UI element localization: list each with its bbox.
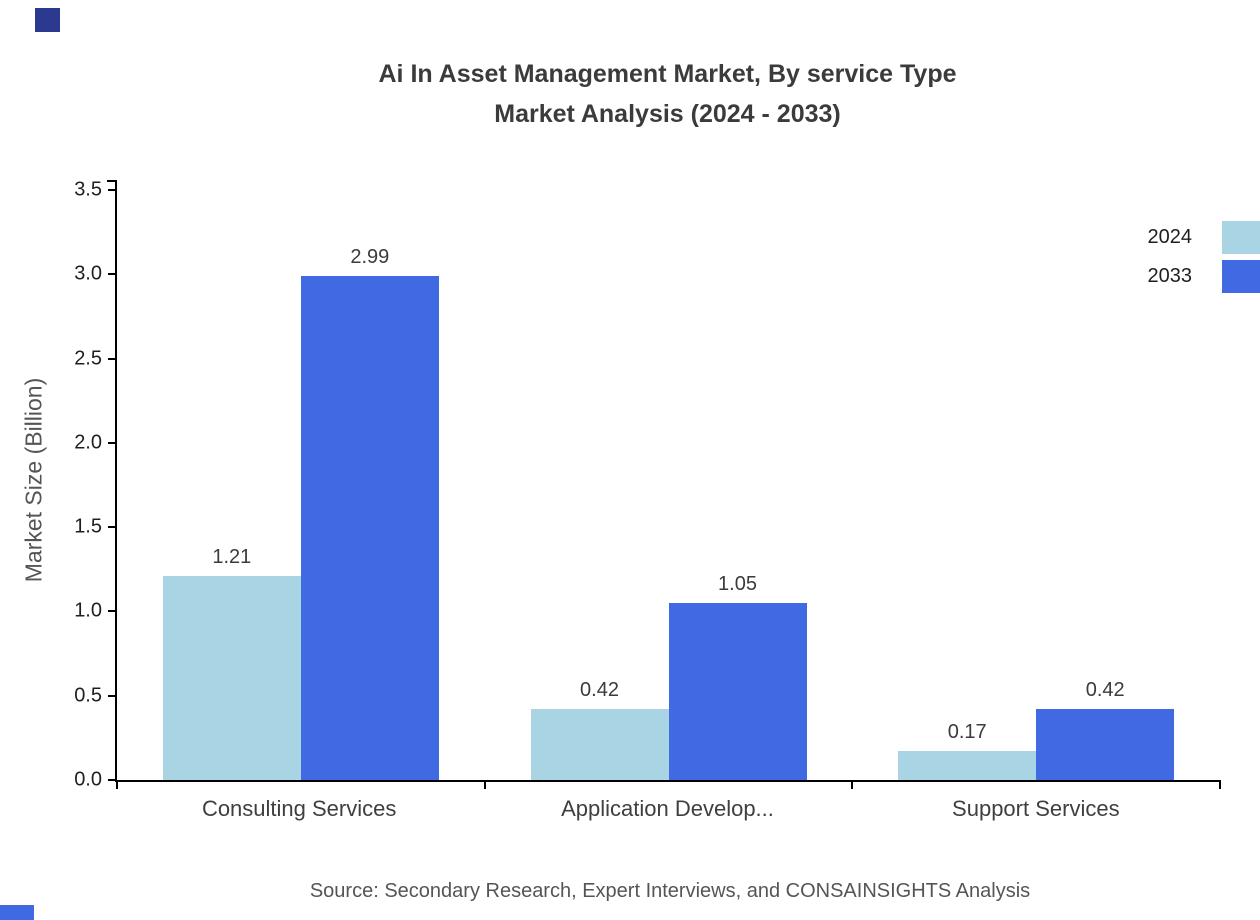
y-tick-label: 1.5 xyxy=(74,515,102,538)
bar-2033: 1.05 xyxy=(668,573,807,780)
legend-row: 2024 xyxy=(1148,221,1260,254)
bar-2033: 2.99 xyxy=(300,246,439,780)
y-tick-label: 0.0 xyxy=(74,768,102,791)
x-tick-mark xyxy=(483,780,486,789)
y-tick-label: 3.0 xyxy=(74,262,102,285)
bar-2024: 0.42 xyxy=(530,679,669,780)
bar-group: 1.21 2.99 xyxy=(117,190,485,780)
y-tick-mark xyxy=(108,441,117,444)
category-axis: Consulting Services Application Develop..… xyxy=(115,796,1220,822)
brand-mark-top xyxy=(35,8,60,32)
bar-value-label: 0.17 xyxy=(947,721,987,744)
y-tick-label: 1.0 xyxy=(74,599,102,622)
y-tick-mark xyxy=(108,189,117,191)
legend-row: 2033 xyxy=(1148,260,1260,293)
bar-group: 0.42 1.05 xyxy=(485,190,853,780)
y-tick-label: 3.5 xyxy=(74,178,102,201)
legend-swatch xyxy=(1222,260,1260,293)
bar-2024: 1.21 xyxy=(162,546,301,780)
plot-area: 0.0 0.5 1.0 1.5 2.0 2.5 3.0 3.5 1.21 2.99 0.42 1.05… xyxy=(74,179,1221,791)
y-tick-label: 2.5 xyxy=(74,347,102,370)
bar-value-label: 1.05 xyxy=(718,573,757,595)
category-label: Consulting Services xyxy=(201,796,397,821)
legend-label: 2033 xyxy=(1147,265,1193,287)
y-tick-mark xyxy=(108,779,117,781)
y-axis-label: Market Size (Billion) xyxy=(20,377,47,583)
bar-value-label: 0.42 xyxy=(580,679,619,702)
bar-group: 0.17 0.42 xyxy=(852,190,1220,780)
category-label: Application Develop... xyxy=(561,796,774,821)
bar-2024: 0.17 xyxy=(898,721,1037,780)
bar-value-label: 2.99 xyxy=(350,245,390,268)
legend-swatch xyxy=(1222,221,1260,254)
y-tick-label: 0.5 xyxy=(74,684,102,707)
y-tick-mark xyxy=(108,526,117,529)
legend-label: 2024 xyxy=(1147,226,1193,248)
chart-title-line1: Ai In Asset Management Market, By servic… xyxy=(378,60,957,88)
category-label: Support Services xyxy=(952,796,1120,821)
bar-2033: 0.42 xyxy=(1036,679,1175,780)
x-tick-mark xyxy=(851,780,854,789)
bar-value-label: 1.21 xyxy=(212,546,252,569)
y-tick-mark xyxy=(108,357,117,360)
source-note: Source: Secondary Research, Expert Inter… xyxy=(309,880,1031,902)
chart-title-line2: Market Analysis (2024 - 2033) xyxy=(494,100,841,128)
y-tick-label: 2.0 xyxy=(74,431,102,454)
x-tick-mark xyxy=(116,780,118,789)
y-tick-mark xyxy=(108,694,117,697)
legend: 2024 2033 xyxy=(1148,221,1260,293)
chart-title: Ai In Asset Management Market, By servic… xyxy=(115,54,1220,134)
brand-mark-bottom xyxy=(0,905,34,920)
bar-value-label: 0.42 xyxy=(1085,679,1125,702)
y-tick-mark xyxy=(108,273,117,276)
y-tick-mark xyxy=(108,610,117,613)
x-tick-mark xyxy=(1219,780,1221,789)
